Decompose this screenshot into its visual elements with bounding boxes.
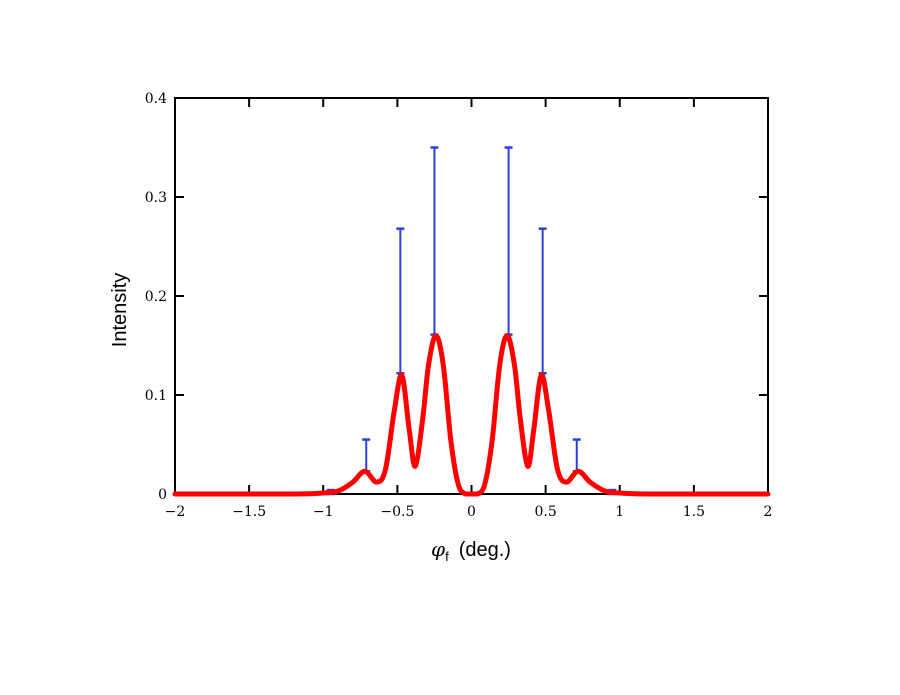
y-tick-label: 0.3 <box>145 190 167 206</box>
x-tick-label: −1 <box>313 504 334 520</box>
plot-frame <box>174 97 769 495</box>
y-tick-label: 0.1 <box>145 388 167 404</box>
error-bar <box>362 438 371 473</box>
x-tick-label: 0.5 <box>534 504 556 520</box>
x-axis-label: φf (deg.) <box>431 537 511 564</box>
x-tick-label: −1.5 <box>232 504 266 520</box>
x-axis-symbol: φ <box>431 537 445 561</box>
x-tick-label: 2 <box>764 504 773 520</box>
x-axis-unit: (deg.) <box>459 539 511 561</box>
x-tick-label: 0 <box>467 504 476 520</box>
y-tick-label: 0.2 <box>145 289 167 305</box>
y-tick-label: 0 <box>158 487 167 503</box>
series-curve <box>172 333 771 497</box>
error-bar <box>572 438 581 473</box>
error-bar <box>504 146 513 336</box>
x-tick-label: −0.5 <box>380 504 414 520</box>
y-axis-label: Intensity <box>109 273 131 347</box>
x-tick-label: −2 <box>165 504 186 520</box>
tick-labels: −2 −1.5 −1 −0.5 0 0.5 1 1.5 2 0 0.1 0.2 0.3 0.4 <box>145 91 773 520</box>
error-bar <box>538 227 547 375</box>
error-bar <box>396 227 405 375</box>
x-axis-subscript: f <box>445 549 449 564</box>
x-tick-label: 1.5 <box>683 504 705 520</box>
ticks <box>174 97 769 495</box>
y-tick-label: 0.4 <box>145 91 167 107</box>
errorbars <box>289 146 654 496</box>
x-tick-label: 1 <box>615 504 624 520</box>
error-bar <box>430 146 439 336</box>
